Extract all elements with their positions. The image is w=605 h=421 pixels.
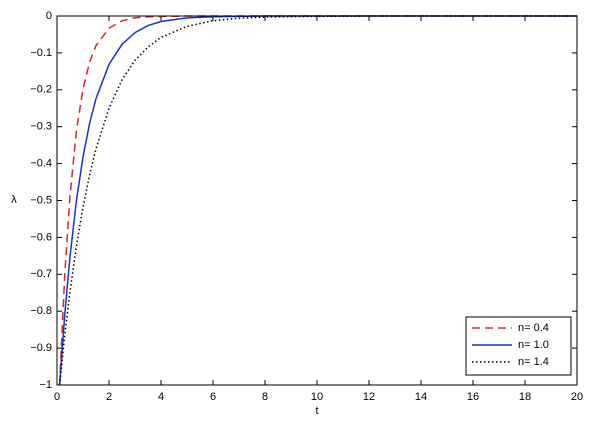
x-tick-label: 2 <box>106 391 112 403</box>
x-tick-label: 20 <box>571 391 583 403</box>
y-tick-label: −0.3 <box>30 121 52 133</box>
x-tick-label: 16 <box>467 391 479 403</box>
x-tick-label: 8 <box>262 391 268 403</box>
x-tick-label: 14 <box>415 391 427 403</box>
y-tick-label: −0.9 <box>30 342 52 354</box>
y-tick-label: −0.1 <box>30 47 52 59</box>
x-tick-label: 12 <box>363 391 375 403</box>
x-tick-label: 4 <box>158 391 164 403</box>
y-axis-label: λ <box>11 194 17 206</box>
y-tick-label: −0.8 <box>30 305 52 317</box>
y-tick-label: 0 <box>46 10 52 22</box>
y-tick-label: −1 <box>39 379 52 391</box>
x-tick-label: 0 <box>54 391 60 403</box>
y-tick-label: −0.7 <box>30 268 52 280</box>
y-tick-label: −0.6 <box>30 231 52 243</box>
x-tick-label: 6 <box>210 391 216 403</box>
plot-frame <box>56 15 578 386</box>
legend-label: n= 1.4 <box>518 356 549 368</box>
y-tick-label: −0.2 <box>30 84 52 96</box>
y-tick-label: −0.4 <box>30 158 52 170</box>
legend-box <box>465 316 572 376</box>
y-tick-label: −0.5 <box>30 194 52 206</box>
x-tick-label: 18 <box>519 391 531 403</box>
x-axis-label: t <box>315 405 318 417</box>
legend-label: n= 0.4 <box>518 322 549 334</box>
x-tick-label: 10 <box>311 391 323 403</box>
legend-label: n= 1.0 <box>518 339 549 351</box>
